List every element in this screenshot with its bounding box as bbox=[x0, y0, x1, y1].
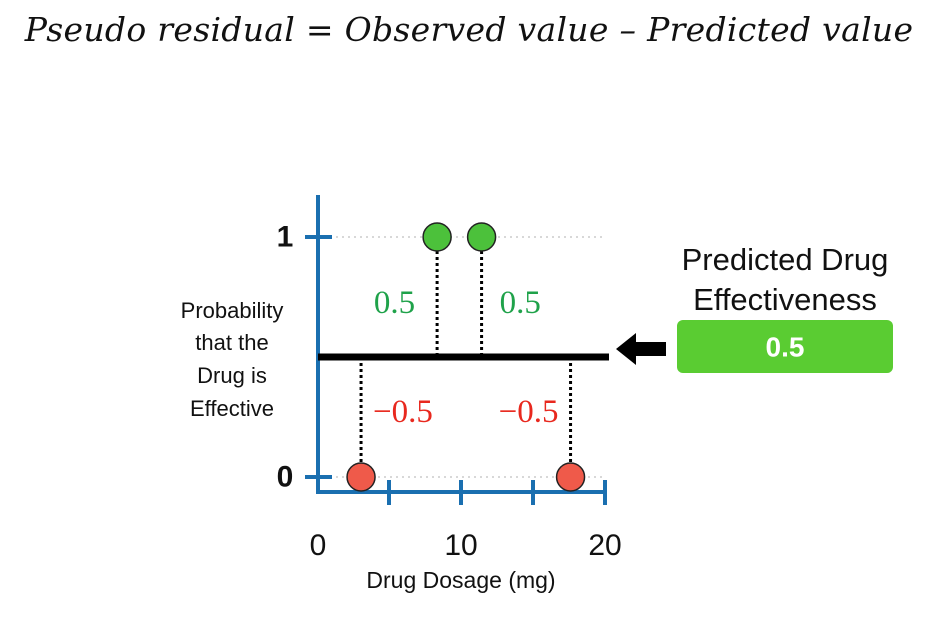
y-axis-label-line-2: that the bbox=[195, 330, 268, 355]
prediction-badge bbox=[677, 320, 893, 373]
residual-labels: −0.5 0.5 0.5 −0.5 bbox=[373, 285, 559, 430]
prediction-title-line-2: Effectiveness bbox=[693, 282, 877, 317]
data-point bbox=[422, 222, 452, 252]
data-point bbox=[555, 462, 586, 492]
data-point bbox=[466, 222, 497, 252]
residual-label: −0.5 bbox=[373, 394, 433, 430]
residual-label: 0.5 bbox=[500, 285, 541, 321]
y-tick-label-0: 0 bbox=[277, 461, 294, 494]
prediction-title-line-1: Predicted Drug bbox=[682, 242, 889, 277]
data-point bbox=[346, 462, 376, 492]
y-tick-label-1: 1 bbox=[277, 221, 294, 254]
y-axis-label: Probability that the Drug is Effective bbox=[181, 298, 284, 421]
y-axis-label-line-1: Probability bbox=[181, 298, 284, 323]
y-axis-label-line-4: Effective bbox=[190, 396, 274, 421]
prediction-panel: Predicted Drug Effectiveness 0.5 bbox=[677, 242, 893, 373]
data-points bbox=[346, 222, 586, 492]
x-tick-label-10: 10 bbox=[444, 529, 477, 562]
residual-label: 0.5 bbox=[374, 285, 415, 321]
left-arrow-icon bbox=[616, 333, 666, 365]
x-tick-label-0: 0 bbox=[310, 529, 327, 562]
x-tick-label-20: 20 bbox=[588, 529, 621, 562]
residual-label: −0.5 bbox=[499, 394, 559, 430]
prediction-value: 0.5 bbox=[766, 332, 805, 363]
x-axis-label: Drug Dosage (mg) bbox=[366, 567, 555, 593]
formula: Pseudo residual = Observed value – Predi… bbox=[24, 10, 914, 49]
y-axis-label-line-3: Drug is bbox=[197, 363, 267, 388]
